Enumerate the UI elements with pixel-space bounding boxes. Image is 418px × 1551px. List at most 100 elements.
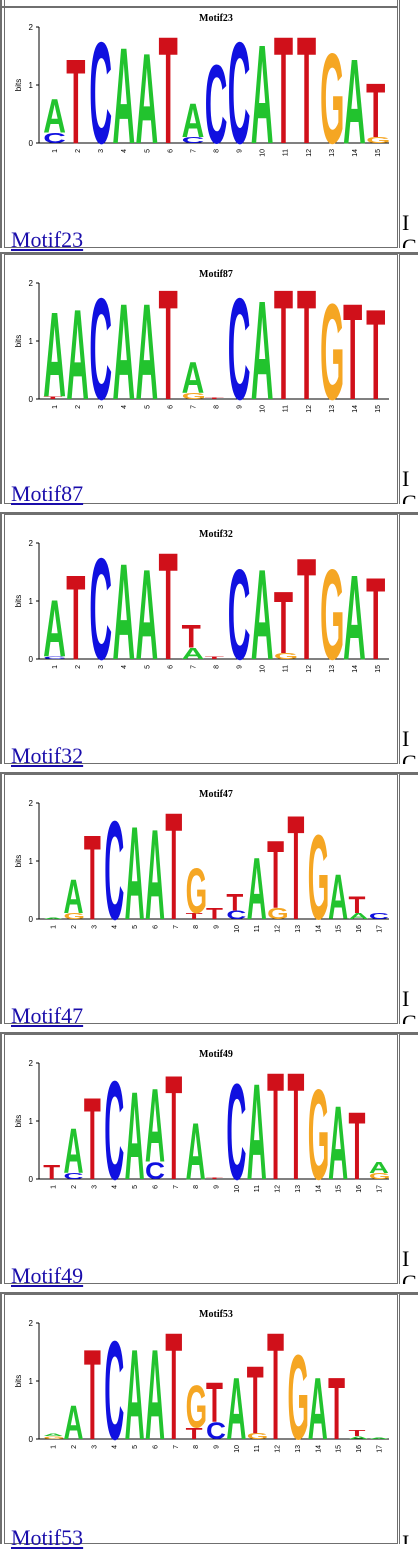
logo-letter: T <box>297 529 316 683</box>
y-tick-label: 2 <box>29 1059 34 1068</box>
logo-letter: T <box>297 263 316 423</box>
logo-letter: T <box>84 1323 101 1463</box>
logo-letter: A <box>247 1056 267 1203</box>
logo-letter: A <box>43 287 66 423</box>
motif-link[interactable]: Motif23 <box>11 227 84 252</box>
y-tick-label: 2 <box>29 1319 34 1328</box>
x-tick-label: 15 <box>375 149 382 157</box>
logo-letter: T <box>226 888 243 916</box>
x-tick-label: 4 <box>121 149 128 153</box>
logo-letter: A <box>135 26 158 167</box>
x-tick-label: 4 <box>112 1445 119 1449</box>
motif-link[interactable]: Motif47 <box>11 1003 84 1028</box>
x-tick-label: 14 <box>352 149 359 157</box>
x-tick-label: 2 <box>75 665 82 669</box>
x-tick-label: 6 <box>152 1185 159 1189</box>
x-tick-label: 6 <box>152 925 159 929</box>
x-tick-label: 4 <box>121 405 128 409</box>
logo-letter: T <box>348 1429 366 1438</box>
x-tick-label: 8 <box>193 925 200 929</box>
logo-letter: G <box>287 1330 309 1463</box>
logo-letter: C <box>89 269 112 423</box>
motif-link[interactable]: Motif32 <box>11 743 84 768</box>
logo-title: Motif23 <box>199 13 233 24</box>
logo-letter: A <box>125 1067 145 1203</box>
logo-letter: T <box>366 282 385 423</box>
y-tick-label: 0 <box>29 915 34 924</box>
logo-title: Motif32 <box>199 529 233 540</box>
x-tick-label: 16 <box>356 925 363 933</box>
x-tick-label: 2 <box>75 405 82 409</box>
logo-letter: A <box>43 1433 63 1437</box>
logo-letter: T <box>348 1093 365 1200</box>
logo-letter: T <box>206 1372 223 1434</box>
logo-title: Motif49 <box>199 1049 233 1060</box>
x-tick-label: 9 <box>237 405 244 409</box>
logo-letter: T <box>205 655 225 659</box>
logo-letter: T <box>274 7 293 167</box>
logo-letter: C <box>228 269 251 423</box>
x-tick-label: 10 <box>260 405 267 413</box>
x-tick-label: 14 <box>352 405 359 413</box>
x-tick-label: 13 <box>295 925 302 933</box>
x-tick-label: 11 <box>283 149 290 156</box>
y-axis-label: bits <box>14 335 23 347</box>
x-tick-label: 3 <box>98 405 105 409</box>
x-tick-label: 11 <box>254 1185 261 1192</box>
logo-letter: A <box>66 282 89 423</box>
x-tick-label: 12 <box>275 925 282 933</box>
y-tick-label: 1 <box>29 81 34 90</box>
logo-letter: C <box>43 655 66 659</box>
logo-letter: A <box>182 93 205 148</box>
logo-letter: A <box>64 870 84 924</box>
x-tick-label: 12 <box>306 665 313 673</box>
y-tick-label: 0 <box>29 655 34 664</box>
y-axis-label: bits <box>14 79 23 91</box>
logo-letter: G <box>308 810 330 943</box>
logo-letter: T <box>343 276 362 423</box>
clipped-text-line: I <box>402 726 410 751</box>
x-tick-label: 10 <box>260 149 267 157</box>
x-tick-label: 15 <box>336 1185 343 1193</box>
logo-letter: T <box>165 1303 182 1463</box>
logo-letter: G <box>186 1372 208 1440</box>
motif-link[interactable]: Motif53 <box>11 1525 84 1550</box>
x-tick-label: 5 <box>144 665 151 669</box>
logo-letter: A <box>182 645 205 663</box>
logo-letter: G <box>267 904 289 922</box>
clipped-text-line: C <box>402 234 417 249</box>
logo-letter: A <box>182 354 205 404</box>
logo-letter: G <box>320 542 344 683</box>
x-tick-label: 10 <box>234 1185 241 1193</box>
x-tick-label: 14 <box>315 1185 322 1193</box>
logo-letter: G <box>366 136 390 145</box>
logo-letter: C <box>64 1172 84 1181</box>
x-tick-label: 16 <box>356 1185 363 1193</box>
logo-letter: A <box>43 89 66 144</box>
logo-letter: G <box>274 652 298 661</box>
logo-letter: T <box>66 33 85 167</box>
logo-letter: C <box>228 13 251 167</box>
x-tick-label: 3 <box>91 1445 98 1449</box>
x-tick-label: 5 <box>132 925 139 929</box>
clipped-text-line: C <box>402 750 417 765</box>
logo-letter: C <box>89 529 112 683</box>
logo-letter: A <box>135 276 158 423</box>
y-tick-label: 2 <box>29 539 34 548</box>
x-tick-label: 13 <box>295 1185 302 1193</box>
logo-letter: T <box>274 575 293 674</box>
x-tick-label: 17 <box>376 1445 383 1453</box>
motif-link[interactable]: Motif49 <box>11 1263 84 1288</box>
x-tick-label: 15 <box>375 405 382 413</box>
logo-letter: C <box>205 41 228 167</box>
motif-row: Motif47 bits 0 1 2 A 1 G A 2 T 3 C 4 A 5 A 6 T 7 T G 8 T 9 C T 10 A 1… <box>0 772 418 1028</box>
motif-link[interactable]: Motif87 <box>11 481 84 506</box>
x-tick-label: 8 <box>193 1185 200 1189</box>
logo-letter: A <box>125 800 145 943</box>
logo-letter: A <box>43 584 66 674</box>
logo-letter: C <box>104 791 124 943</box>
y-axis-label: bits <box>14 595 23 607</box>
